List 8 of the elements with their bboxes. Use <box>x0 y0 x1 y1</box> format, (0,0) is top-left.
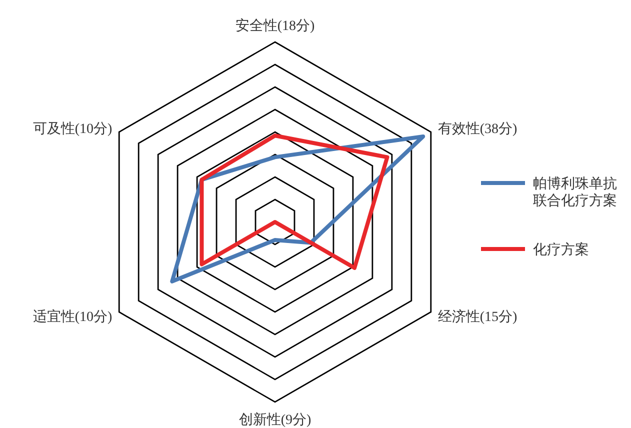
legend-label: 化疗方案 <box>533 241 589 258</box>
spoke-label: 可及性(10分) <box>32 121 113 137</box>
legend-label: 帕博利珠单抗联合化疗方案 <box>533 176 617 209</box>
spoke-label: 安全性(18分) <box>235 18 315 34</box>
spoke-label: 创新性(9分) <box>238 412 312 428</box>
spoke-label: 适宜性(10分) <box>32 309 113 325</box>
spoke-label: 有效性(38分) <box>438 121 518 137</box>
spoke-label: 经济性(15分) <box>438 309 518 325</box>
